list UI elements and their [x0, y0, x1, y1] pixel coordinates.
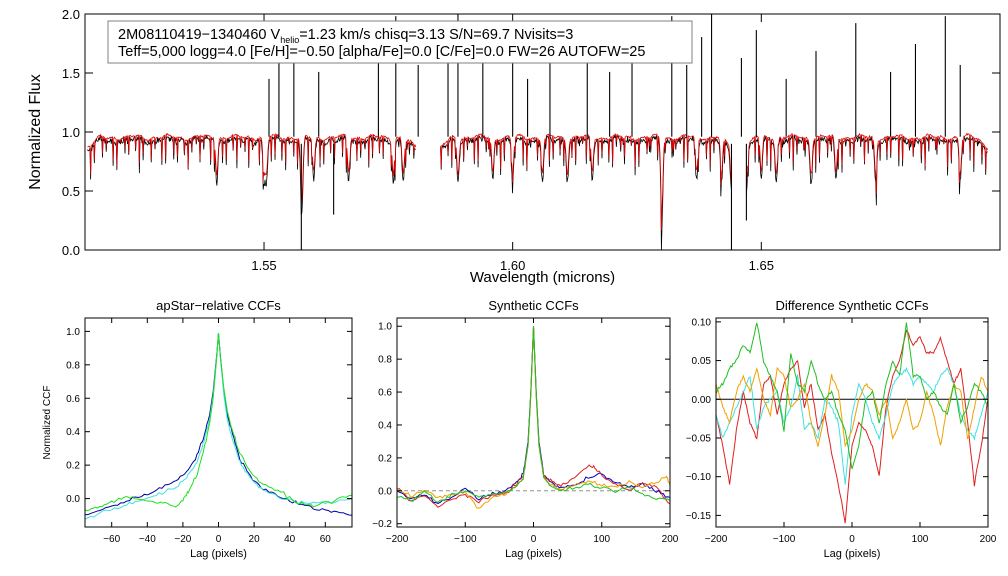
y-tick-label: 0.4 — [378, 420, 392, 431]
plot-frame — [84, 13, 1001, 251]
info-line-1-subscript: helio — [280, 35, 299, 45]
y-tick-label: 0.0 — [66, 494, 80, 505]
x-tick-label: 0 — [849, 534, 855, 545]
y-tick-label: 0.00 — [692, 395, 712, 406]
x-axis-label: Lag (pixels) — [824, 548, 881, 560]
ccf-series-orange — [397, 326, 670, 509]
y-tick-label: 0.2 — [66, 461, 80, 472]
y-tick-label: 0.6 — [66, 394, 80, 405]
x-tick-label: 0 — [216, 534, 222, 545]
x-tick-label: 1.55 — [251, 258, 276, 273]
ccf-series-cyan — [716, 366, 988, 485]
y-tick-label: 1.5 — [62, 66, 80, 81]
plot-title: apStar−relative CCFs — [156, 298, 281, 313]
x-tick-label: 40 — [284, 534, 296, 545]
plot-title: Synthetic CCFs — [488, 298, 579, 313]
x-tick-label: −40 — [139, 534, 156, 545]
y-tick-label: −0.15 — [686, 511, 712, 522]
x-tick-label: 200 — [662, 534, 679, 545]
x-tick-label: 0 — [531, 534, 537, 545]
y-tick-label: 0.2 — [378, 453, 392, 464]
x-tick-label: 1.60 — [500, 258, 525, 273]
x-tick-label: −60 — [103, 534, 120, 545]
x-tick-label: 100 — [912, 534, 929, 545]
observed-spectrum-line — [87, 134, 416, 215]
ccf-series-red — [716, 329, 988, 524]
plot-title: Difference Synthetic CCFs — [776, 298, 929, 313]
plot-frame — [715, 317, 989, 528]
model-spectrum-line — [745, 132, 988, 194]
info-line-1-start: 2M08110419−1340460 V — [118, 27, 281, 43]
y-tick-label: 2.0 — [62, 7, 80, 22]
ccf-series-green — [85, 333, 352, 512]
x-tick-label: 200 — [980, 534, 997, 545]
ccf-series-green — [397, 326, 670, 503]
y-tick-label: 1.0 — [62, 125, 80, 140]
ccf-series-blue — [397, 326, 670, 505]
x-axis-label: Lag (pixels) — [190, 548, 247, 560]
apstar-ccf-panel: −60 −40 −20 0 20 40 60 0.0 0.2 0.4 0.6 0.8 1.0 Lag (p… — [42, 298, 353, 560]
x-tick-label: −200 — [705, 534, 728, 545]
x-tick-label: 1.65 — [749, 258, 774, 273]
y-tick-label: 0.6 — [378, 388, 392, 399]
x-tick-label: 60 — [320, 534, 332, 545]
y-tick-label: −0.10 — [686, 472, 712, 483]
y-tick-label: 0.0 — [378, 486, 392, 497]
y-tick-label: 0.8 — [378, 355, 392, 366]
difference-ccf-panel: −200 −100 0 100 200 −0.15 −0.10 −0.05 0.00 0.05 0.… — [686, 298, 997, 560]
model-spectrum-line — [87, 132, 417, 202]
info-box — [107, 20, 693, 64]
y-tick-label: −0.05 — [686, 433, 712, 444]
info-line-1: 2M08110419−1340460 Vhelio=1.23 km/s chis… — [118, 27, 573, 45]
x-tick-label: 20 — [249, 534, 261, 545]
x-tick-label: −20 — [174, 534, 191, 545]
x-tick-label: −100 — [454, 534, 477, 545]
model-spectrum-line — [440, 132, 732, 231]
spectrum-panel: 1.55 1.60 1.65 0.0 0.5 1.0 1.5 2.0 Wavelength (m… — [27, 7, 1001, 286]
y-tick-label: 0.10 — [692, 317, 712, 328]
synthetic-ccf-panel: −200 −100 0 100 200 −0.2 0.0 0.2 0.4 0.6 0.8 1.0 Lag… — [372, 298, 679, 560]
info-line-2: Teff=5,000 logg=4.0 [Fe/H]=−0.50 [alpha/… — [118, 44, 645, 60]
y-tick-label: 0.5 — [62, 184, 80, 199]
y-tick-label: 0.0 — [62, 243, 80, 258]
ccf-series-cyan — [85, 333, 352, 520]
y-tick-label: −0.2 — [372, 519, 392, 530]
y-tick-label: 1.0 — [378, 322, 392, 333]
x-axis-label: Wavelength (microns) — [470, 269, 615, 286]
y-axis-label: Normalized CCF — [42, 386, 53, 460]
y-tick-label: 0.05 — [692, 356, 712, 367]
y-tick-label: 1.0 — [66, 327, 80, 338]
x-axis-label: Lag (pixels) — [505, 548, 562, 560]
plot-frame — [84, 317, 353, 528]
info-line-1-end: =1.23 km/s chisq=3.13 S/N=69.7 Nvisits=3 — [299, 27, 573, 43]
y-axis-label: Normalized Flux — [27, 74, 44, 190]
y-tick-label: 0.8 — [66, 360, 80, 371]
x-tick-label: −200 — [386, 534, 409, 545]
ccf-series-orange — [716, 366, 988, 448]
x-tick-label: −100 — [773, 534, 796, 545]
x-tick-label: 100 — [593, 534, 610, 545]
y-tick-label: 0.4 — [66, 427, 80, 438]
ccf-series-red — [397, 326, 670, 508]
plot-frame — [396, 317, 671, 528]
ccf-series-blue — [85, 333, 352, 516]
ccf-series-green — [716, 322, 988, 470]
